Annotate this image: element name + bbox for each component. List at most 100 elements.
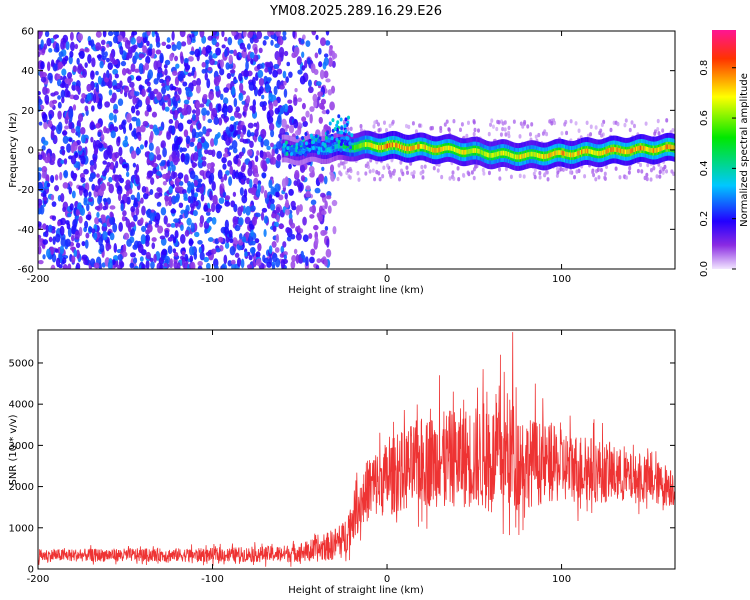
spectrogram-signal-cell: [378, 145, 380, 150]
spectrogram-cell: [472, 120, 476, 125]
spectrogram-cell: [337, 114, 341, 119]
spectrogram-cell: [404, 123, 408, 129]
spectrogram-signal-cell: [495, 152, 498, 157]
spectrogram-signal-cell: [512, 153, 515, 159]
spectrogram-signal-cell: [353, 145, 356, 150]
spectrogram-signal-cell: [574, 151, 577, 157]
spectrogram-cell: [603, 171, 607, 176]
spectrogram-cell: [252, 216, 258, 226]
spectrogram-cell: [239, 187, 244, 196]
spectrogram-cell: [51, 59, 55, 67]
spectrogram-signal-cell: [606, 148, 609, 154]
spectrogram-cell: [74, 43, 79, 50]
spectrogram-cell: [244, 251, 248, 257]
spectrogram-cell: [69, 203, 74, 211]
spectrogram-signal-cell: [543, 154, 545, 159]
spectrogram-cell: [195, 84, 201, 94]
spectrogram-cell: [470, 170, 474, 175]
spectrogram-cell: [207, 149, 214, 156]
spectrogram-cell: [173, 218, 180, 223]
spectrogram-cell: [202, 94, 208, 99]
spectrogram-cell: [145, 251, 151, 260]
spectrogram-cell: [186, 37, 192, 46]
spectrogram-signal-cell: [549, 152, 551, 158]
spectrogram-cell: [266, 145, 271, 151]
spectrogram-signal-cell: [469, 148, 472, 154]
spectrogram-cell: [113, 109, 119, 114]
spectrogram-cell: [301, 136, 305, 141]
spectrogram-cell: [58, 51, 64, 58]
spectrogram-cell: [288, 188, 294, 196]
spectrogram-cell: [308, 232, 313, 240]
spectrogram-signal-cell: [390, 142, 393, 148]
spectrogram-cell: [125, 171, 130, 178]
spectrogram-cell: [195, 107, 201, 117]
spectrogram-cell: [537, 132, 541, 138]
spectrogram-cell: [155, 32, 159, 38]
spectrogram-cell: [504, 166, 508, 172]
spectrogram-cell: [288, 218, 293, 226]
spectrogram-cell: [84, 239, 89, 249]
spectrogram-cell: [140, 239, 146, 245]
spectrogram-cell: [232, 215, 239, 225]
spectrogram-signal-cell: [368, 142, 371, 148]
spectrogram-cell: [274, 107, 280, 115]
spectrogram-cell: [643, 175, 647, 181]
spectrogram-cell: [189, 210, 194, 215]
spectrogram-cell: [98, 261, 102, 269]
spectrogram-cell: [155, 146, 161, 156]
spectrogram-signal-cell: [625, 149, 627, 155]
spectrogram-signal-cell: [301, 148, 303, 154]
spectrogram-signal-cell: [667, 144, 670, 150]
spectrogram-cell: [50, 264, 56, 269]
spectrogram-cell: [97, 196, 101, 205]
spectrogram-signal-cell: [600, 150, 603, 156]
spectrogram-cell: [636, 168, 640, 174]
spectrogram-signal-cell: [334, 144, 336, 150]
spectrogram-cell: [275, 206, 281, 214]
spectrogram-cell: [598, 130, 602, 136]
spectrogram-cell: [260, 185, 265, 194]
spectrogram-cell: [163, 215, 168, 225]
spectrogram-cell: [176, 40, 182, 50]
spectrogram-cell: [338, 170, 342, 175]
spectrogram-cell: [299, 164, 306, 173]
spectrogram-cell: [159, 235, 166, 240]
spectrogram-cell: [278, 224, 285, 229]
spectrogram-cell: [253, 47, 258, 55]
spectrogram-cell: [93, 162, 97, 170]
spectrogram-cell: [131, 31, 138, 36]
spectrogram-cell: [155, 49, 162, 55]
spectrogram-cell: [256, 121, 260, 132]
spectrogram-signal-cell: [384, 144, 386, 150]
spectrogram-cell: [94, 217, 100, 225]
spectrogram-cell: [293, 96, 298, 106]
spectrogram-cell: [153, 253, 157, 264]
spectrogram-signal-cell: [444, 145, 446, 151]
spectrogram-cell: [182, 81, 188, 87]
spectrogram-cell: [100, 182, 106, 192]
spectrogram-cell: [296, 56, 302, 66]
spectrogram-cell: [145, 260, 150, 269]
spectrogram-signal-cell: [643, 145, 645, 151]
spectrogram-cell: [206, 218, 211, 224]
spectrogram-cell: [190, 261, 196, 269]
spectrogram-cell: [138, 65, 143, 71]
spectrogram-cell: [267, 154, 273, 159]
spectrogram-cell: [249, 246, 256, 254]
spectrogram-signal-cell: [631, 148, 633, 154]
spectrogram-signal-cell: [452, 146, 455, 152]
spectrogram-cell: [215, 84, 220, 92]
spectrogram-signal-cell: [479, 149, 482, 155]
spectrogram-signal-cell: [493, 152, 495, 158]
spectrogram-cell: [596, 167, 600, 173]
spectrogram-cell: [211, 217, 217, 225]
spectrogram-cell: [112, 59, 118, 66]
spectrogram-signal-cell: [585, 148, 588, 154]
spectrogram-cell: [77, 63, 83, 71]
spectrogram-signal-cell: [517, 154, 520, 160]
spectrogram-cell: [215, 247, 221, 253]
spectrogram-cell: [80, 127, 86, 135]
spectrogram-cell: [155, 218, 160, 225]
spectrogram-signal-cell: [434, 147, 437, 153]
